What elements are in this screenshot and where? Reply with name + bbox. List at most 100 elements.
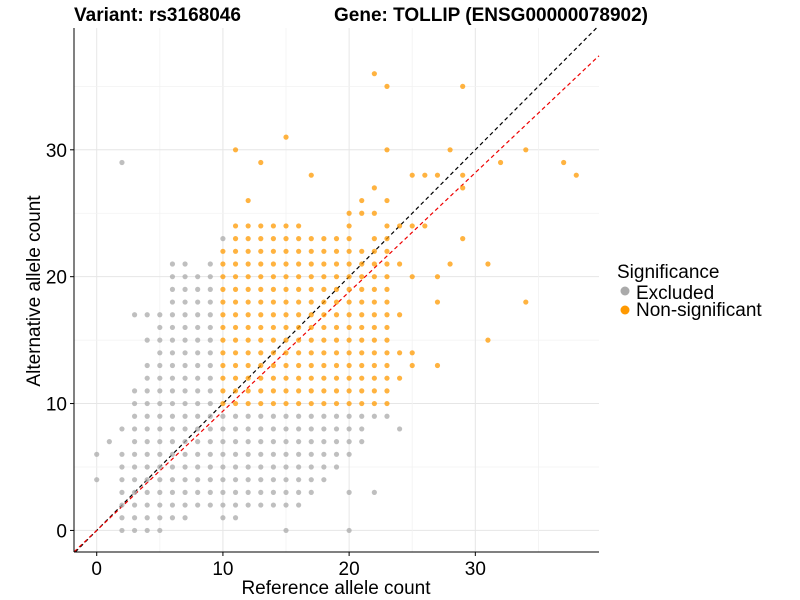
point-excluded	[384, 413, 390, 419]
point-excluded	[195, 413, 201, 419]
point-excluded	[296, 426, 302, 432]
point-non-significant	[333, 350, 340, 356]
point-excluded	[157, 451, 163, 457]
point-excluded	[169, 515, 176, 521]
point-non-significant	[220, 400, 226, 407]
x-tick-label: 0	[91, 559, 102, 580]
point-non-significant	[220, 286, 226, 292]
point-excluded	[119, 464, 125, 470]
point-non-significant	[384, 312, 390, 318]
point-excluded	[195, 350, 201, 356]
point-non-significant	[384, 388, 390, 394]
point-non-significant	[232, 388, 239, 394]
point-non-significant	[371, 375, 377, 381]
point-excluded	[182, 477, 188, 483]
point-non-significant	[270, 223, 276, 229]
point-excluded	[157, 413, 163, 419]
point-non-significant	[321, 248, 327, 254]
point-excluded	[144, 426, 150, 432]
point-non-significant	[296, 236, 302, 242]
point-excluded	[195, 451, 201, 457]
point-non-significant	[283, 223, 289, 229]
point-non-significant	[321, 375, 327, 381]
point-non-significant	[232, 362, 239, 369]
point-non-significant	[232, 261, 239, 267]
point-non-significant	[397, 350, 403, 356]
point-excluded	[182, 464, 188, 470]
point-excluded	[144, 464, 150, 470]
point-excluded	[195, 426, 201, 432]
point-excluded	[333, 464, 340, 470]
point-excluded	[207, 489, 213, 495]
point-excluded	[182, 388, 188, 394]
point-non-significant	[245, 223, 251, 229]
point-excluded	[182, 515, 188, 521]
point-non-significant	[283, 274, 289, 280]
point-excluded	[270, 451, 276, 457]
point-excluded	[195, 286, 201, 292]
point-excluded	[283, 477, 289, 483]
point-non-significant	[283, 299, 289, 305]
point-excluded	[169, 324, 176, 331]
legend-label-excluded: Excluded	[636, 283, 714, 304]
point-excluded	[207, 286, 213, 292]
point-non-significant	[245, 400, 251, 407]
point-excluded	[245, 502, 251, 508]
point-non-significant	[220, 350, 226, 356]
point-non-significant	[346, 248, 352, 254]
point-non-significant	[308, 312, 314, 318]
point-excluded	[169, 451, 176, 457]
point-non-significant	[333, 362, 340, 369]
point-non-significant	[384, 197, 390, 204]
point-excluded	[220, 489, 226, 495]
point-non-significant	[371, 185, 377, 191]
point-excluded	[220, 464, 226, 470]
point-non-significant	[384, 299, 390, 305]
point-non-significant	[245, 286, 251, 292]
y-tick-label: 0	[56, 521, 67, 542]
point-excluded	[220, 477, 226, 483]
point-excluded	[131, 413, 138, 419]
point-excluded	[169, 312, 176, 318]
point-non-significant	[346, 350, 352, 356]
x-tick-label: 20	[339, 559, 360, 580]
point-non-significant	[245, 197, 251, 204]
point-excluded	[207, 477, 213, 483]
point-non-significant	[232, 337, 239, 343]
point-excluded	[131, 489, 138, 495]
point-non-significant	[359, 261, 365, 267]
point-excluded	[283, 527, 289, 534]
legend-label-nonsignificant: Non-significant	[636, 300, 762, 321]
point-non-significant	[333, 248, 340, 254]
point-non-significant	[220, 248, 226, 254]
data-points	[94, 71, 579, 534]
point-non-significant	[321, 286, 327, 292]
point-non-significant	[232, 248, 239, 254]
point-excluded	[131, 388, 138, 394]
point-non-significant	[384, 147, 390, 153]
point-non-significant	[283, 286, 289, 292]
point-non-significant	[296, 362, 302, 369]
point-excluded	[131, 527, 138, 534]
point-excluded	[169, 477, 176, 483]
point-excluded	[195, 299, 201, 305]
point-non-significant	[460, 185, 466, 191]
point-excluded	[157, 312, 163, 318]
point-non-significant	[359, 375, 365, 381]
point-non-significant	[321, 274, 327, 280]
point-excluded	[207, 451, 213, 457]
point-non-significant	[258, 324, 264, 331]
point-non-significant	[220, 261, 226, 267]
point-non-significant	[346, 299, 352, 305]
point-excluded	[321, 464, 327, 470]
point-excluded	[157, 388, 163, 394]
point-non-significant	[384, 337, 390, 343]
point-non-significant	[245, 362, 251, 369]
point-non-significant	[321, 299, 327, 305]
point-excluded	[207, 261, 213, 267]
point-excluded	[157, 477, 163, 483]
point-excluded	[169, 439, 176, 445]
point-excluded	[333, 439, 340, 445]
y-tick-label: 20	[46, 268, 67, 289]
point-excluded	[144, 400, 150, 407]
